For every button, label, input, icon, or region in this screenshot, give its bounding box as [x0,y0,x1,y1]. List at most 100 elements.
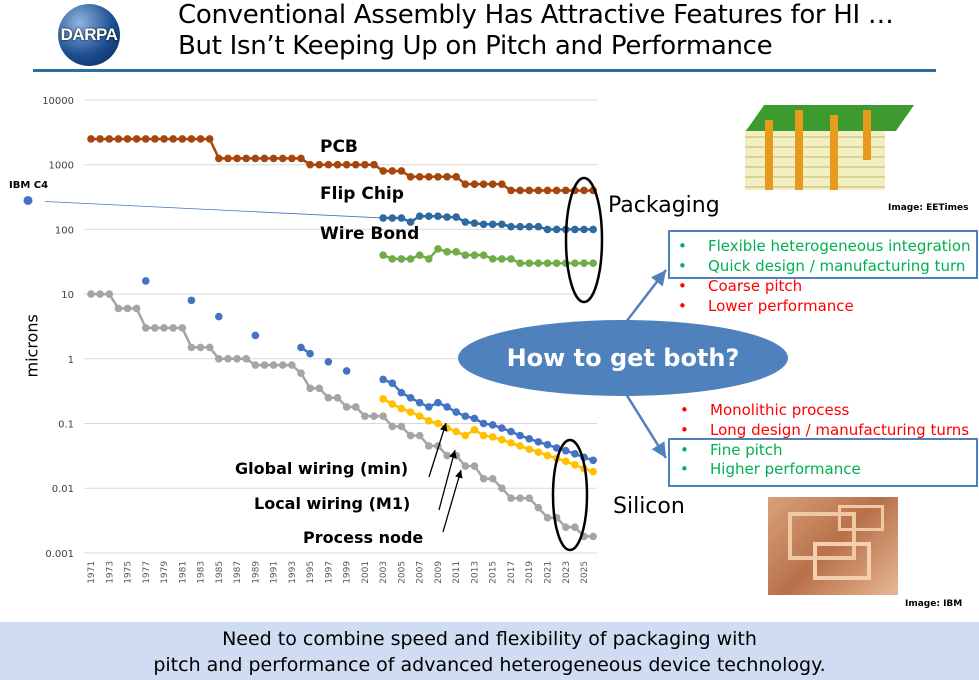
scatter-point [141,277,150,285]
data-point [443,403,451,411]
question-ellipse: How to get both? [458,320,788,396]
data-point [552,259,561,268]
title-line-1: Conventional Assembly Has Attractive Fea… [178,0,894,30]
data-point [260,154,269,163]
data-point [507,186,515,195]
data-point [397,255,406,263]
x-tick-label: 2015 [489,561,499,584]
data-point [151,324,159,332]
data-point [315,160,324,169]
x-tick-label: 2021 [544,561,554,584]
data-point [552,444,561,452]
data-point [288,361,296,369]
data-point [379,251,387,259]
data-point [534,503,543,512]
data-point [434,245,442,253]
darpa-logo: DARPA [58,4,120,66]
silicon-pros-box [668,438,978,487]
data-point [443,248,451,256]
data-point [516,442,524,450]
data-point [406,173,415,181]
data-point [425,403,433,411]
chip-image-caption: Image: IBM [905,599,963,609]
data-point [589,467,597,476]
data-point [196,343,205,352]
data-point [434,173,442,181]
data-point [543,259,552,268]
data-point [589,456,597,465]
callout-arrow-up-icon [625,269,667,323]
flip-chip-label: Flip Chip [320,184,404,204]
data-point [215,355,223,363]
data-point [224,355,232,363]
packaging-pros-box [668,230,978,279]
data-point [461,412,470,420]
y-tick-label: 0.001 [45,549,74,560]
y-tick-label: 10 [61,290,74,301]
data-point [242,355,251,363]
silicon-pro-2: • Higher performance [680,460,861,478]
data-point [488,433,497,441]
footer-line-2: pitch and performance of advanced hetero… [153,654,826,676]
y-axis-label: microns [22,314,42,378]
data-point [470,251,479,259]
data-point [415,412,424,420]
data-point [388,167,397,175]
ibm-c4-trend-line [45,201,384,219]
data-point [196,135,205,143]
data-point [507,222,515,231]
data-point [151,135,159,143]
data-point [571,460,579,469]
x-tick-label: 1987 [233,561,243,584]
data-point [507,427,515,436]
global-wiring-label: Global wiring (min) [235,459,409,478]
data-point [543,186,552,195]
data-point [388,422,397,431]
data-point [498,484,506,493]
data-point [333,160,342,169]
pcb-image-caption: Image: EETimes [888,203,969,213]
data-point [561,523,570,531]
data-point [516,494,524,503]
data-point [543,440,552,449]
wire-bond-label: Wire Bond [320,224,420,244]
data-point [370,160,378,169]
x-tick-label: 1977 [142,561,152,584]
scatter-segment [300,346,311,355]
data-point [470,425,479,434]
data-point [488,421,497,429]
data-point [169,135,177,143]
data-point [443,451,451,460]
question-text: How to get both? [506,344,740,372]
scatter-point [342,367,351,375]
data-point [434,419,442,428]
data-point [306,384,314,393]
data-point [269,154,278,163]
data-point [160,135,168,143]
data-point [324,160,333,169]
data-point [479,419,488,428]
data-point [498,435,506,444]
data-point [434,212,442,220]
x-tick-label: 1979 [160,561,170,584]
data-point [425,417,433,425]
packaging-con-2: • Lower performance [678,297,854,315]
x-tick-label: 1995 [306,561,316,584]
data-point [388,379,397,387]
pointer-arrow-icon [442,469,463,533]
data-point [552,225,561,234]
x-tick-label: 2001 [361,561,371,584]
x-tick-label: 1989 [251,561,261,584]
data-point [461,218,470,226]
data-point [242,154,251,163]
title-line-2: But Isn’t Keeping Up on Pitch and Perfor… [178,31,773,61]
data-point [470,462,479,470]
data-point [415,251,424,259]
x-tick-label: 1999 [343,561,353,584]
data-point [379,412,387,420]
data-point [507,255,515,263]
data-point [443,173,451,181]
data-point [178,324,187,332]
data-point [516,222,524,231]
data-point [498,220,506,229]
